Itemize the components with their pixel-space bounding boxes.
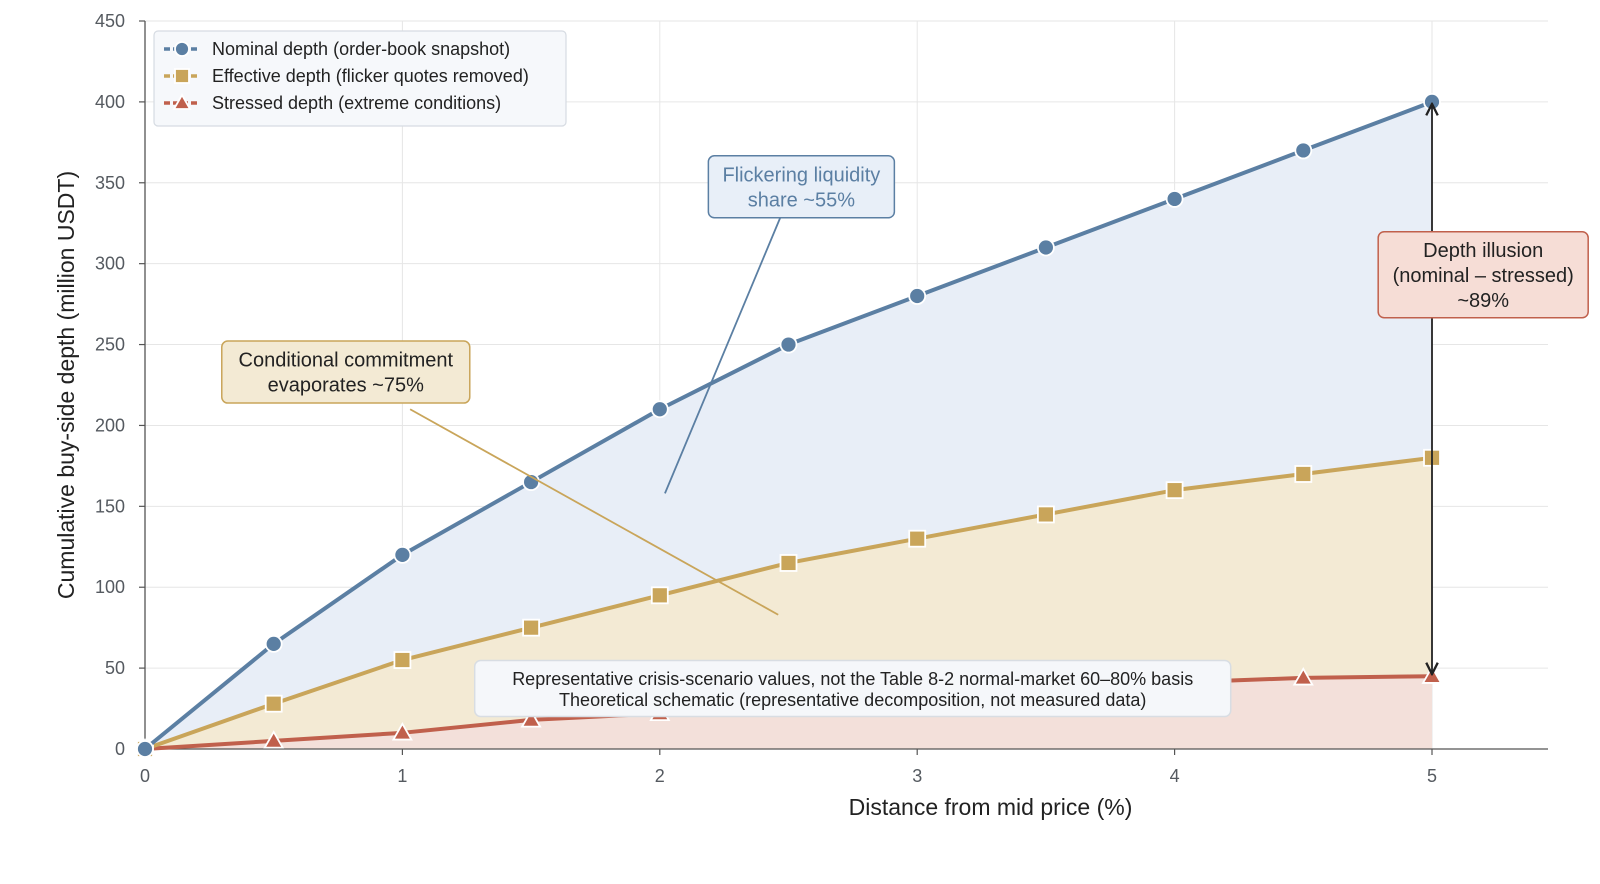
x-tick-label: 4 xyxy=(1170,766,1180,786)
x-axis-title: Distance from mid price (%) xyxy=(849,794,1133,820)
flicker-label-line: share ~55% xyxy=(748,189,856,211)
x-tick-label: 2 xyxy=(655,766,665,786)
annotations: Flickering liquidity share ~55% Conditiona… xyxy=(221,104,1589,718)
nominal-point xyxy=(136,740,154,758)
flicker-label: Flickering liquidity share ~55% xyxy=(722,164,880,211)
y-tick-label: 250 xyxy=(95,335,125,355)
nominal-point xyxy=(393,545,412,564)
legend-item-effective: Effective depth (flicker quotes removed) xyxy=(164,66,529,86)
flicker-label-line: Flickering liquidity xyxy=(722,164,880,186)
nominal-area-fill xyxy=(145,101,1432,749)
illusion-label-line: ~89% xyxy=(1457,290,1509,312)
x-tick-label: 5 xyxy=(1427,766,1437,786)
x-tick-label: 3 xyxy=(912,766,922,786)
legend-swatch-marker xyxy=(174,68,190,84)
y-tick-label: 350 xyxy=(95,173,125,193)
illusion-label-line: (nominal – stressed) xyxy=(1393,265,1574,287)
flicker-box xyxy=(707,155,896,219)
illusion-box xyxy=(1377,231,1589,319)
legend-item-stressed: Stressed depth (extreme conditions) xyxy=(164,93,501,113)
legend-swatch-marker xyxy=(172,93,192,110)
x-tick-label: 0 xyxy=(140,766,150,786)
effective-point xyxy=(522,618,540,637)
flicker-pointer xyxy=(664,209,785,494)
conditional-pointer xyxy=(409,408,779,616)
stressed-point xyxy=(391,722,413,741)
nominal-series xyxy=(136,92,1441,758)
conditional-box xyxy=(221,340,471,404)
y-tick-label: 100 xyxy=(95,577,125,597)
conditional-label: Conditional commitment evaporates ~75% xyxy=(239,350,454,397)
note-text: Representative crisis-scenario values, n… xyxy=(512,669,1193,710)
legend-label: Nominal depth (order-book snapshot) xyxy=(212,39,510,59)
conditional-label-line: evaporates ~75% xyxy=(268,375,424,397)
nominal-point xyxy=(1037,238,1055,257)
note-text-line: Theoretical schematic (representative de… xyxy=(559,690,1146,710)
y-tick-label: 400 xyxy=(95,92,125,112)
conditional-label-line: Conditional commitment xyxy=(239,350,454,372)
legend-swatch-marker xyxy=(174,41,190,57)
effective-point xyxy=(393,651,412,669)
legend-item-nominal: Nominal depth (order-book snapshot) xyxy=(164,39,510,59)
effective-point xyxy=(1294,465,1313,483)
legend-label: Effective depth (flicker quotes removed) xyxy=(212,66,529,86)
nominal-point xyxy=(1294,141,1313,160)
stressed-point xyxy=(520,709,542,728)
effective-point xyxy=(908,529,927,548)
y-axis-title: Cumulative buy-side depth (million USDT) xyxy=(53,171,79,599)
legend-label: Stressed depth (extreme conditions) xyxy=(212,93,501,113)
note-text-line: Representative crisis-scenario values, n… xyxy=(512,669,1193,689)
y-tick-label: 450 xyxy=(95,11,125,31)
y-tick-label: 50 xyxy=(105,658,125,678)
stressed-point xyxy=(1292,667,1314,686)
effective-point xyxy=(650,586,669,605)
nominal-point xyxy=(650,400,669,419)
nominal-point xyxy=(1165,190,1184,208)
axes: 0 50 100 150 200 250 300 350 400 450 0 1 2 3 4 5 xyxy=(95,11,1548,786)
nominal-point xyxy=(264,634,283,653)
y-tick-label: 200 xyxy=(95,415,125,435)
y-tick-label: 150 xyxy=(95,496,125,516)
effective-point xyxy=(264,694,283,713)
legend: Nominal depth (order-book snapshot) Effec… xyxy=(153,30,567,127)
effective-point xyxy=(779,554,798,572)
y-tick-label: 300 xyxy=(95,254,125,274)
stressed-point xyxy=(263,730,285,749)
effective-point xyxy=(1165,481,1184,500)
x-tick-label: 1 xyxy=(397,766,407,786)
legend-box xyxy=(153,30,567,127)
effective-point xyxy=(1037,505,1055,524)
illusion-label: Depth illusion (nominal – stressed) ~89% xyxy=(1393,240,1574,312)
y-tick-label: 0 xyxy=(115,739,125,759)
nominal-point xyxy=(779,335,798,354)
note-box xyxy=(473,659,1232,718)
nominal-point xyxy=(908,287,927,305)
illusion-label-line: Depth illusion xyxy=(1423,240,1543,262)
